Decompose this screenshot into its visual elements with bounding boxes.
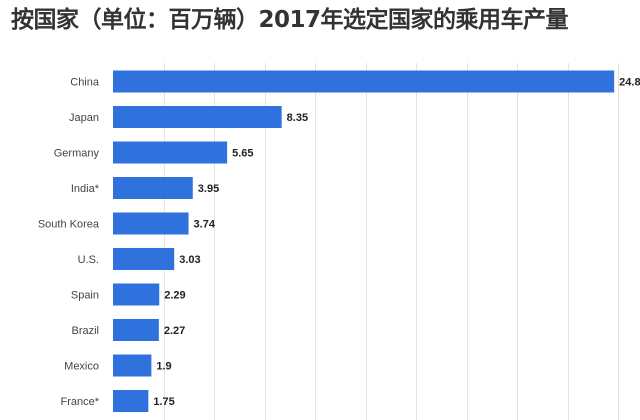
category-label-3: India*: [71, 183, 100, 195]
category-label-8: Mexico: [64, 361, 99, 373]
bar-2: [113, 141, 228, 164]
category-label-6: Spain: [71, 290, 99, 302]
bar-9: [113, 390, 149, 412]
bar-1: [113, 106, 282, 128]
bar-0: [113, 70, 615, 93]
value-label-3: 3.95: [198, 183, 219, 195]
bar-5: [113, 248, 175, 270]
bar-7: [113, 319, 159, 341]
bar-3: [113, 177, 193, 199]
labels: China 24.81 Japan 8.35 Germany 5.65 India* 3.95…: [38, 77, 640, 409]
bar-8: [113, 354, 152, 377]
bar-4: [113, 212, 189, 235]
category-label-0: China: [70, 77, 100, 89]
category-label-9: France*: [60, 396, 99, 408]
value-label-9: 1.75: [153, 396, 174, 408]
category-label-2: Germany: [54, 148, 100, 160]
bars: [113, 70, 615, 412]
value-label-4: 3.74: [194, 219, 216, 231]
chart-title: 按国家（单位：百万辆）2017年选定国家的乘用车产量: [11, 7, 569, 33]
category-label-5: U.S.: [78, 254, 99, 266]
value-label-1: 8.35: [287, 112, 308, 124]
category-label-4: South Korea: [38, 219, 100, 231]
value-label-2: 5.65: [232, 148, 253, 160]
category-label-7: Brazil: [71, 325, 99, 337]
value-label-6: 2.29: [164, 290, 185, 302]
value-label-0: 24.81: [619, 77, 640, 89]
value-label-8: 1.9: [156, 361, 171, 373]
value-label-7: 2.27: [164, 325, 185, 337]
bar-6: [113, 283, 160, 306]
category-label-1: Japan: [69, 112, 99, 124]
value-label-5: 3.03: [179, 254, 200, 266]
